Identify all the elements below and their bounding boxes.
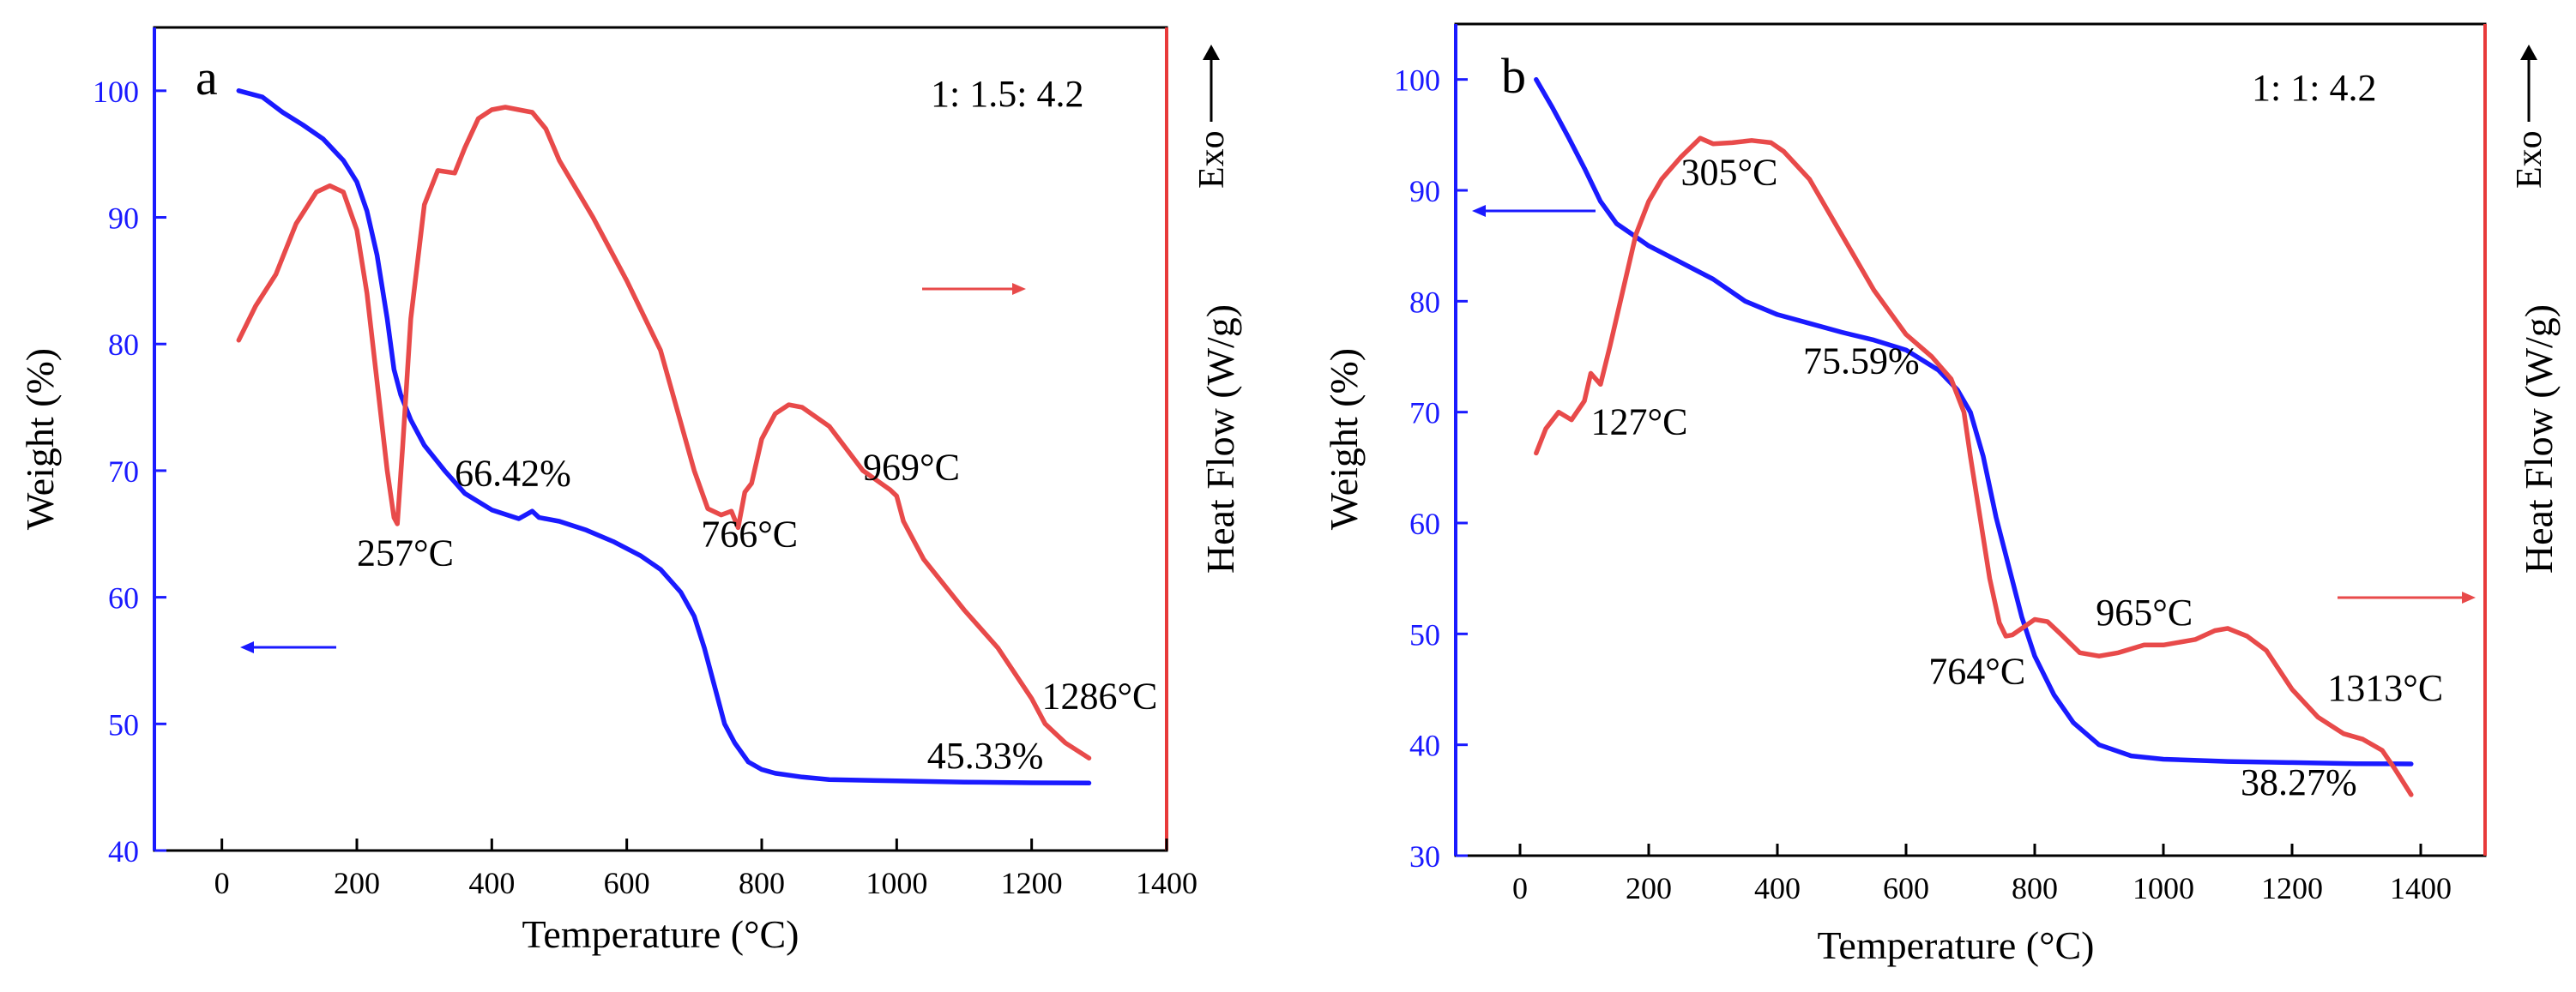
panel-a-series (236, 88, 1092, 786)
panel-b-annotations: 305°C 127°C 75.59% 764°C 965°C 1313°C 38.27% (1591, 152, 2444, 803)
panel-b-label: b (1501, 48, 1526, 104)
panel-a-x-tick-label: 1200 (1001, 866, 1063, 900)
panel-b-heat-flow-line (1534, 135, 2414, 797)
panel-a-left-axis-label: Weight (%) (18, 348, 62, 530)
panel-b-x-axis-label: Temperature (°C) (1818, 923, 2095, 967)
panel-a-x-tick-label: 200 (334, 866, 380, 900)
panel-b-y-tick-label: 100 (1394, 63, 1440, 98)
panel-b-y-tick-label: 80 (1409, 285, 1440, 319)
panel-b-exo-indicator: Exo (2510, 45, 2549, 189)
panel-b-x-tick-label: 400 (1754, 871, 1801, 905)
panel-a-plot-frame (153, 26, 1168, 852)
panel-a-weight-arrow (240, 641, 336, 653)
panel-b-x-tick-label: 600 (1883, 871, 1929, 905)
panel-a-annotation: 766°C (701, 514, 798, 556)
panel-b-x-tick-label: 0 (1512, 871, 1528, 905)
panel-a-annotation: 969°C (863, 446, 960, 488)
panel-b-exo-label: Exo (2510, 130, 2549, 189)
panel-b-x-tick-label: 1000 (2133, 871, 2194, 905)
panel-a-heatflow-arrow (922, 283, 1026, 295)
panel-b-y-tick-label: 40 (1409, 729, 1440, 763)
panel-b-y-tick-label: 30 (1409, 839, 1440, 874)
panel-a-y-tick-label: 40 (108, 834, 139, 869)
panel-a-y-tick-label: 100 (93, 75, 139, 109)
panel-a-exo-arrowhead (1203, 45, 1220, 60)
panel-a-y-tick-label: 80 (108, 328, 139, 362)
panel-a-y-ticks: 40 50 60 70 80 90 100 (93, 75, 166, 869)
panel-b-y-ticks: 30 40 50 60 70 80 90 100 (1394, 63, 1468, 874)
panel-a-x-tick-label: 600 (604, 866, 650, 900)
panel-b-y-tick-label: 50 (1409, 617, 1440, 652)
panel-a-weight-line (236, 88, 1092, 786)
panel-b-annotation: 1313°C (2327, 667, 2443, 709)
panel-b-annotation: 38.27% (2241, 761, 2357, 803)
panel-a: 0 200 400 600 800 1000 1200 1400 40 50 60 70 80 90 10… (18, 26, 1242, 956)
panel-a-x-ticks: 0 200 400 600 800 1000 1200 1400 (214, 839, 1198, 900)
panel-a-y-tick-label: 90 (108, 201, 139, 236)
panel-b-x-tick-label: 800 (2012, 871, 2058, 905)
panel-a-x-axis-label: Temperature (°C) (522, 912, 799, 956)
panel-b-annotation: 764°C (1928, 651, 2025, 693)
panel-b-exo-arrowhead (2520, 45, 2537, 60)
panel-b-y-tick-label: 90 (1409, 174, 1440, 208)
panel-b: 0 200 400 600 800 1000 1200 1400 30 40 50 60 70 80 90… (1322, 22, 2561, 967)
panel-a-exo-label: Exo (1192, 130, 1232, 189)
panel-b-y-tick-label: 60 (1409, 507, 1440, 541)
panel-b-x-ticks: 0 200 400 600 800 1000 1200 1400 (1512, 844, 2452, 905)
panel-b-weight-line (1534, 76, 2414, 767)
panel-a-annotations: 257°C66.42% 766°C 969°C 1286°C 45.33% (357, 446, 1157, 777)
panel-a-annotation: 45.33% (927, 735, 1044, 777)
panel-b-left-axis-label: Weight (%) (1322, 348, 1366, 530)
panel-b-annotation: 305°C (1681, 152, 1778, 194)
panel-b-right-axis-label: Heat Flow (W/g) (2517, 304, 2561, 574)
panel-a-x-tick-label: 1400 (1136, 866, 1198, 900)
panel-b-annotation: 965°C (2096, 592, 2193, 634)
panel-a-heat-flow-line (236, 105, 1092, 761)
panel-b-weight-arrow (1472, 205, 1596, 217)
panel-b-annotation: 127°C (1591, 401, 1688, 443)
panel-b-ratio-label: 1: 1: 4.2 (2252, 67, 2376, 109)
panel-a-y-tick-label: 60 (108, 581, 139, 616)
panel-a-exo-indicator: Exo (1192, 45, 1232, 189)
panel-a-ratio-label: 1: 1.5: 4.2 (931, 73, 1083, 115)
panel-b-heatflow-arrow (2338, 592, 2476, 604)
panel-a-right-axis-label: Heat Flow (W/g) (1198, 304, 1242, 574)
panel-a-x-tick-label: 1000 (866, 866, 927, 900)
panel-a-x-tick-label: 400 (468, 866, 515, 900)
panel-a-annotation: 1286°C (1041, 676, 1157, 718)
panel-a-x-tick-label: 800 (739, 866, 785, 900)
panel-a-annotation: 257°C (357, 532, 454, 574)
panel-b-series (1534, 76, 2414, 797)
panel-b-annotation: 75.59% (1803, 340, 1920, 382)
panel-b-x-tick-label: 200 (1626, 871, 1672, 905)
panel-a-y-tick-label: 50 (108, 707, 139, 742)
panel-b-y-tick-label: 70 (1409, 396, 1440, 430)
panel-a-label: a (196, 50, 218, 105)
panel-b-x-tick-label: 1400 (2390, 871, 2452, 905)
panel-a-annotation: 66.42% (455, 453, 571, 495)
panel-b-x-tick-label: 1200 (2261, 871, 2323, 905)
panel-a-y-tick-label: 70 (108, 454, 139, 489)
panel-a-x-tick-label: 0 (214, 866, 230, 900)
